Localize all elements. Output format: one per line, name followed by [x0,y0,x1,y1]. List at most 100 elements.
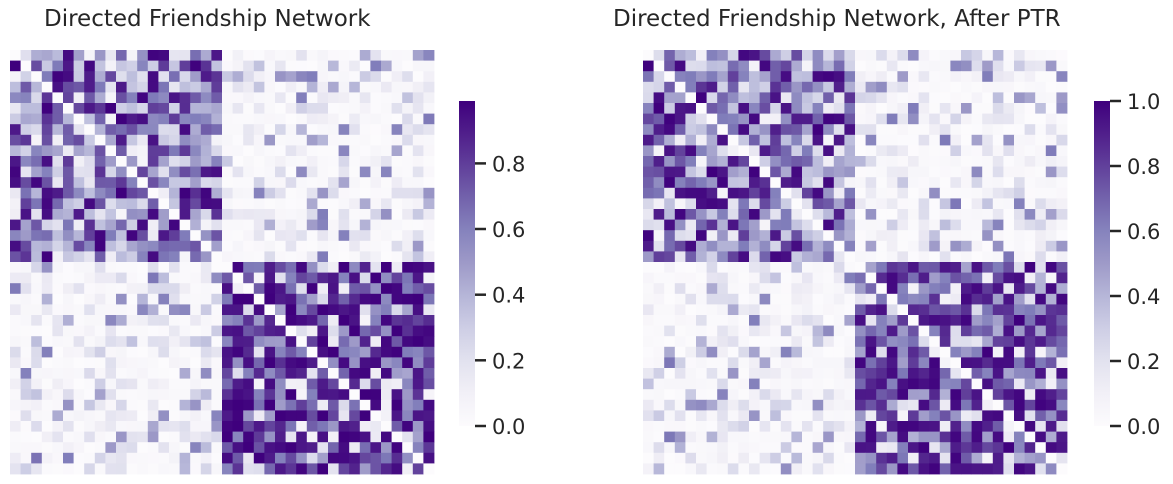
heatmap-cell [929,187,941,199]
heatmap-cell [844,166,856,178]
heatmap-cell [727,156,739,167]
heatmap-cell [770,378,782,390]
heatmap-cell [222,357,233,369]
heatmap-cell [116,315,127,326]
heatmap-cell [179,251,191,263]
heatmap-cell [674,336,686,348]
heatmap-cell [971,166,983,178]
heatmap-cell [169,421,180,432]
heatmap-cell [791,368,803,379]
heatmap-cell [200,389,212,401]
heatmap-cell [992,81,1004,93]
heatmap-cell [749,219,760,231]
heatmap-cell [73,240,85,252]
heatmap-cell [1056,325,1068,337]
heatmap-cell [126,315,138,326]
heatmap-cell [653,421,665,432]
heatmap-cell [63,431,74,443]
heatmap-cell [929,198,941,210]
heatmap-cell [200,452,212,464]
heatmap-cell [844,346,856,358]
heatmap-cell [1056,156,1068,167]
heatmap-cell [1035,368,1047,379]
heatmap-cell [918,262,930,273]
heatmap-cell [950,293,962,305]
heatmap-cell [116,113,127,125]
heatmap-cell [306,410,318,422]
heatmap-cell [306,113,318,125]
heatmap-cell [706,145,718,157]
heatmap-cell [253,71,265,83]
heatmap-cell [876,262,888,273]
heatmap-cell [211,177,223,189]
heatmap-cell [865,378,877,390]
heatmap-cell [179,368,191,379]
heatmap-cell [749,92,760,104]
heatmap-cell [1056,81,1068,93]
heatmap-cell [63,325,74,337]
heatmap-cell [886,293,898,305]
heatmap-cell [200,71,212,83]
heatmap-cell [674,399,686,411]
heatmap-cell [147,452,159,464]
heatmap-cell [94,378,106,390]
heatmap-cell [243,325,255,337]
heatmap-cell [317,187,329,199]
heatmap-cell [855,50,866,61]
heatmap-cell [1056,177,1068,189]
heatmap-cell [908,325,919,337]
heatmap-cell [190,156,202,167]
heatmap-cell [285,219,297,231]
heatmap-cell [211,50,223,61]
heatmap-cell [727,442,739,454]
heatmap-cell [423,240,435,252]
heatmap-cell [897,187,909,199]
heatmap-cell [243,389,255,401]
heatmap-cell [982,209,994,220]
heatmap-cell [137,262,149,273]
heatmap-cell [359,134,371,146]
heatmap-cell [780,463,792,475]
heatmap-cell [84,368,96,379]
heatmap-cell [41,336,53,348]
heatmap-cell [285,103,297,114]
heatmap-cell [833,50,845,61]
heatmap-cell [402,187,414,199]
heatmap-cell [802,92,813,104]
heatmap-cell [158,50,170,61]
heatmap-cell [791,283,803,295]
heatmap-cell [73,113,85,125]
heatmap-cell [971,272,983,284]
heatmap-cell [727,378,739,390]
heatmap-cell [992,283,1004,295]
heatmap-cell [253,219,265,231]
heatmap-cell [738,60,750,72]
heatmap-cell [381,431,392,443]
heatmap-cell [179,92,191,104]
heatmap-cell [20,187,32,199]
heatmap-cell [52,325,64,337]
heatmap-cell [908,198,919,210]
heatmap-cell [275,357,286,369]
heatmap-cell [84,251,96,263]
heatmap-cell [116,304,127,316]
heatmap-cell [31,431,43,443]
heatmap-cell [10,325,21,337]
heatmap-cell [643,240,654,252]
heatmap-cell [738,166,750,178]
heatmap-cell [1045,198,1057,210]
heatmap-cell [802,272,813,284]
heatmap-cell [10,399,21,411]
heatmap-cell [84,156,96,167]
heatmap-cell [749,293,760,305]
heatmap-cell [296,92,308,104]
heatmap-cell [717,431,729,443]
heatmap-cell [653,209,665,220]
heatmap-cell [73,283,85,295]
heatmap-cell [232,113,244,125]
heatmap-cell [116,92,127,104]
heatmap-cell [328,219,339,231]
heatmap-cell [306,368,318,379]
heatmap-cell [876,336,888,348]
heatmap-cell [770,177,782,189]
